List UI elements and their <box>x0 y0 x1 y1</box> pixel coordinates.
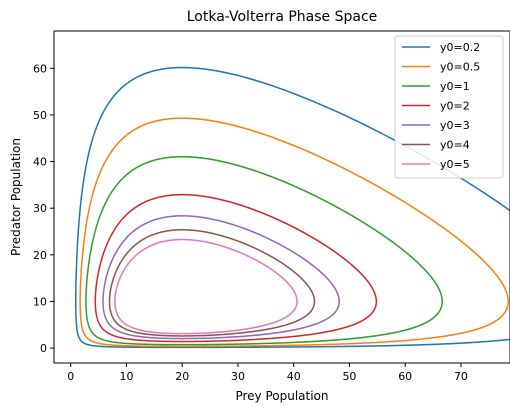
x-tick-label: 10 <box>119 370 133 383</box>
series-line-4 <box>94 193 378 343</box>
y-axis-label: Predator Population <box>9 138 23 256</box>
series-line-1 <box>74 66 510 349</box>
x-tick-label: 30 <box>231 370 245 383</box>
x-axis-label: Prey Population <box>235 389 328 403</box>
y-tick-label: 20 <box>33 249 47 262</box>
series-line-6 <box>108 229 316 337</box>
y-tick-label: 40 <box>33 156 47 169</box>
x-tick-label: 50 <box>342 370 356 383</box>
x-tick-label: 40 <box>287 370 301 383</box>
legend-label-6: y0=4 <box>440 139 470 152</box>
x-tick-label: 0 <box>67 370 74 383</box>
chart-title: Lotka-Volterra Phase Space <box>187 9 378 25</box>
x-axis-ticks: 0 10 20 30 40 50 60 70 <box>67 363 468 383</box>
y-tick-label: 60 <box>33 62 47 75</box>
series-line-2 <box>79 117 509 348</box>
curves-layer <box>74 66 510 349</box>
series-line-7 <box>114 238 298 335</box>
y-tick-label: 10 <box>33 295 47 308</box>
legend-label-5: y0=3 <box>440 119 470 132</box>
y-tick-label: 0 <box>40 342 47 355</box>
x-tick-label: 60 <box>398 370 412 383</box>
series-line-3 <box>85 155 443 346</box>
legend-box <box>394 35 504 179</box>
y-tick-label: 30 <box>33 202 47 215</box>
y-tick-label: 50 <box>33 109 47 122</box>
legend-label-3: y0=1 <box>440 80 470 93</box>
x-tick-label: 70 <box>454 370 468 383</box>
legend-label-1: y0=0.2 <box>440 41 480 54</box>
series-line-5 <box>102 215 340 340</box>
legend-label-4: y0=2 <box>440 100 470 113</box>
x-tick-label: 20 <box>175 370 189 383</box>
legend: y0=0.2 y0=0.5 y0=1 y0=2 y0=3 y0=4 y0=5 <box>394 35 504 179</box>
y-axis-ticks: 0 10 20 30 40 50 60 <box>33 62 54 355</box>
plot-frame <box>53 30 510 364</box>
legend-label-7: y0=5 <box>440 158 470 171</box>
legend-label-2: y0=0.5 <box>440 61 480 74</box>
